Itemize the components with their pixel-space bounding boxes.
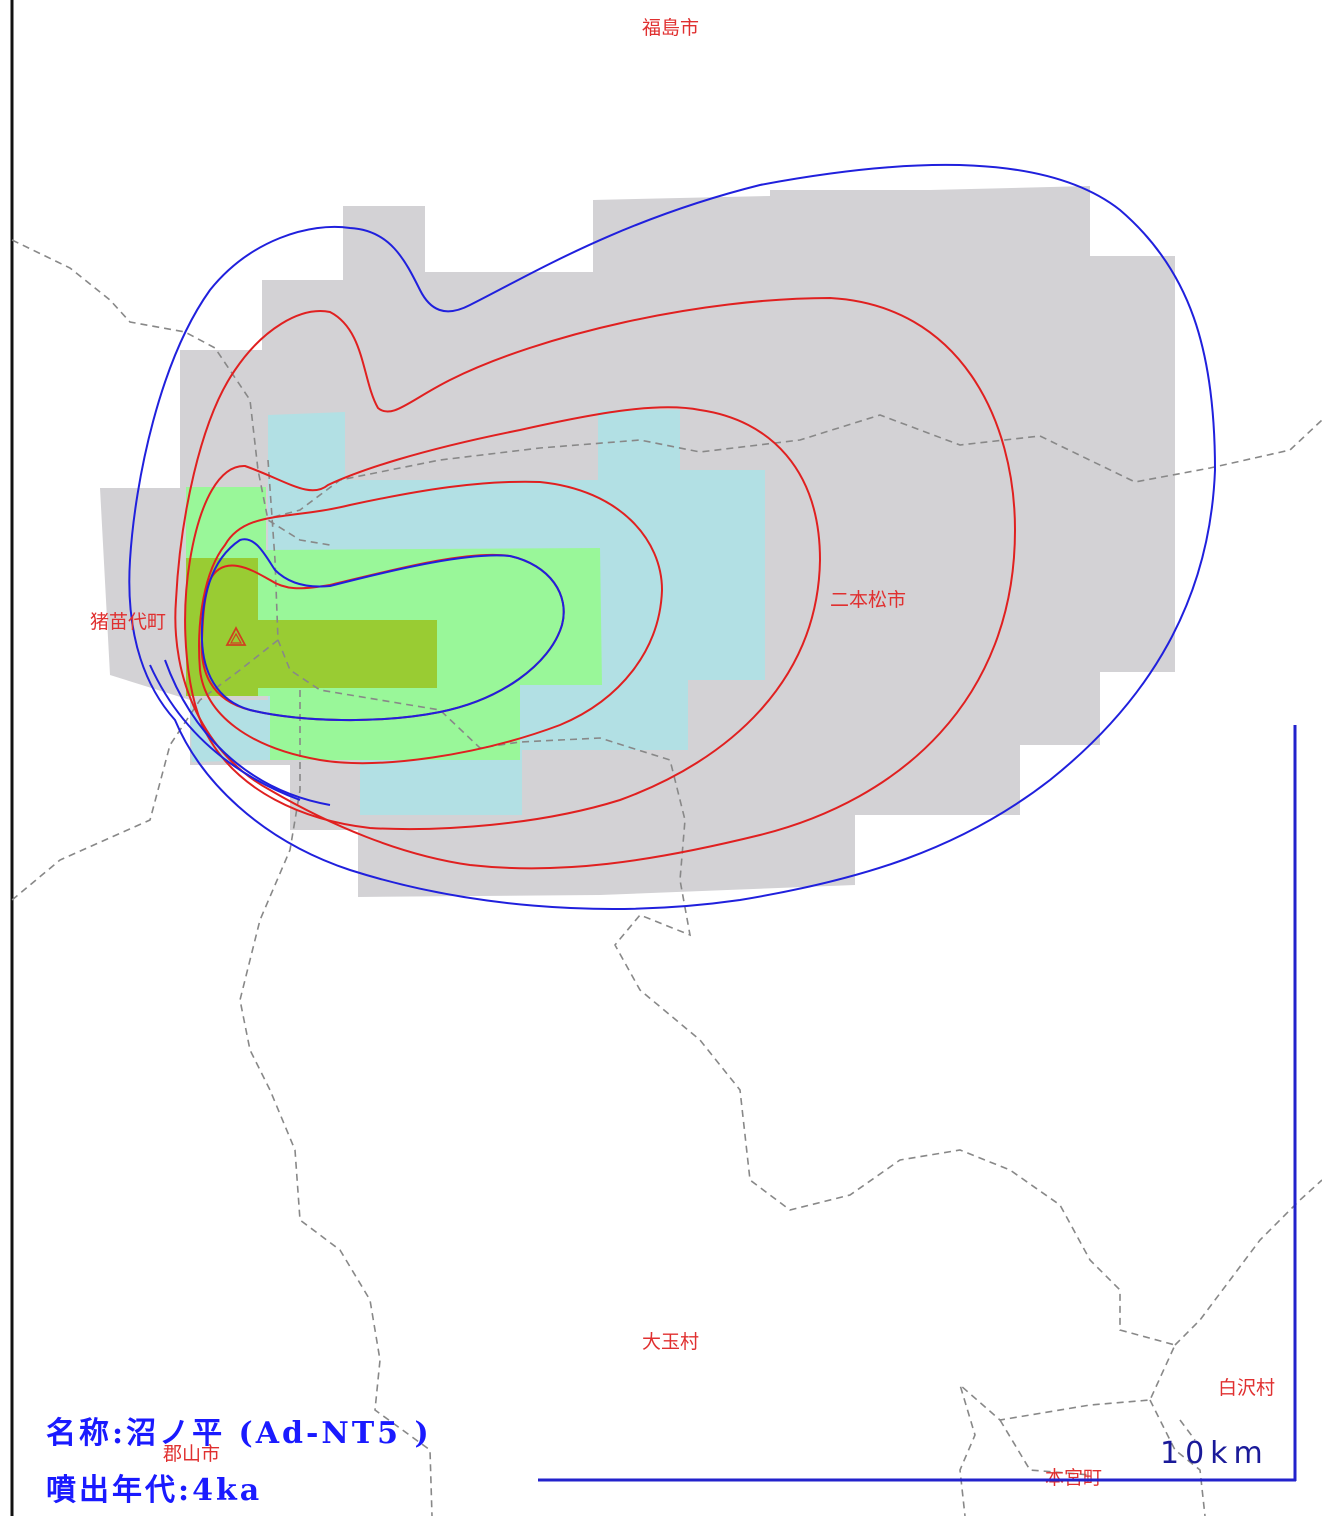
caption-age: 噴出年代:4ka	[46, 1473, 263, 1508]
blue-contour-outer	[128, 164, 1217, 910]
place-label-fukushima: 福島市	[642, 17, 699, 39]
place-labels: 福島市 猪苗代町 二本松市 大玉村 白沢村 郡山市 本宮町	[90, 17, 1275, 1489]
blue-contour-inner	[200, 538, 565, 722]
red-contour-middle	[184, 406, 822, 831]
caption-name: 名称:沼ノ平 (Ad-NT5 )	[46, 1416, 432, 1451]
place-label-koriyama: 郡山市	[163, 1443, 220, 1465]
blue-contour-flow-2	[164, 659, 331, 806]
blue-contour-flow-1	[149, 664, 301, 801]
red-contour-outer	[174, 296, 1017, 870]
triangle-vent-icon	[225, 626, 247, 646]
place-label-otama: 大玉村	[642, 1331, 699, 1353]
red-contour-inner-2	[198, 480, 664, 765]
place-label-nihonmatsu: 二本松市	[830, 589, 906, 611]
place-label-inawashiro: 猪苗代町	[90, 611, 166, 633]
place-label-shirasawa: 白沢村	[1218, 1377, 1275, 1399]
red-contours	[174, 296, 1017, 870]
zone-dark-green	[186, 558, 437, 696]
scale-bar: 10km	[538, 725, 1297, 1482]
blue-contours	[128, 164, 1217, 910]
admin-boundaries	[11, 239, 1322, 1516]
scale-bar-label: 10km	[1160, 1436, 1269, 1471]
place-label-motomiya: 本宮町	[1045, 1467, 1102, 1489]
